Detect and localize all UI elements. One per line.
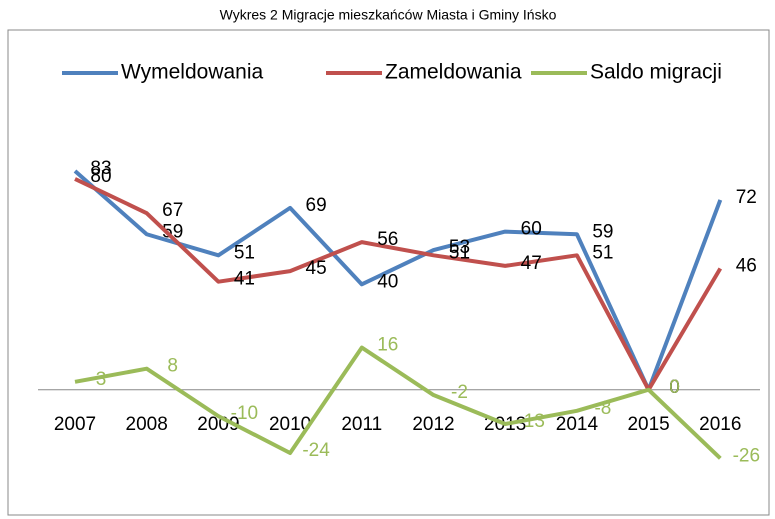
- data-label: 46: [736, 256, 757, 277]
- data-label: 45: [306, 258, 327, 279]
- data-label: -13: [517, 411, 544, 432]
- data-label: -26: [733, 445, 760, 466]
- data-label: 51: [234, 242, 255, 263]
- x-tick-label: 2015: [627, 414, 669, 435]
- x-tick-label: 2014: [556, 414, 599, 435]
- data-label: 80: [90, 166, 111, 187]
- data-label: -10: [231, 403, 258, 424]
- x-tick-label: 2007: [54, 414, 96, 435]
- data-label: -2: [451, 382, 468, 403]
- data-label: 83: [90, 158, 111, 179]
- legend-label: Zameldowania: [385, 61, 522, 84]
- line: [74, 177, 723, 392]
- data-label: 67: [162, 200, 183, 221]
- x-tick-label: 2011: [341, 414, 382, 435]
- x-tick-label: 2008: [126, 414, 168, 435]
- data-label: 53: [449, 237, 470, 258]
- data-label: 3: [96, 369, 107, 390]
- data-label: 59: [162, 221, 183, 242]
- data-label: -24: [302, 440, 330, 461]
- data-label: 56: [377, 229, 398, 250]
- legend-label: Wymeldowania: [121, 61, 264, 84]
- data-label: 8: [167, 356, 178, 377]
- data-label: 72: [736, 187, 757, 208]
- data-label: -8: [594, 398, 611, 419]
- data-label: 51: [449, 242, 470, 263]
- data-label: 16: [377, 335, 398, 356]
- line: [74, 345, 722, 460]
- x-tick-label: 2009: [197, 414, 239, 435]
- legend-label: Saldo migracji: [590, 61, 722, 84]
- chart-title: Wykres 2 Migracje mieszkańców Miasta i G…: [220, 7, 557, 23]
- data-label: 51: [592, 242, 613, 263]
- x-tick-label: 2012: [412, 414, 454, 435]
- data-label: 41: [234, 269, 255, 290]
- data-label: 60: [521, 219, 542, 240]
- x-tick-label: 2016: [699, 414, 741, 435]
- x-tick-label: 2010: [269, 414, 311, 435]
- data-label: 47: [521, 253, 542, 274]
- data-label: 40: [377, 271, 398, 292]
- data-label: 0: [669, 377, 680, 398]
- data-label: 0: [669, 377, 680, 398]
- data-label: 0: [669, 377, 680, 398]
- data-label: 59: [592, 221, 613, 242]
- data-label: 69: [306, 195, 327, 216]
